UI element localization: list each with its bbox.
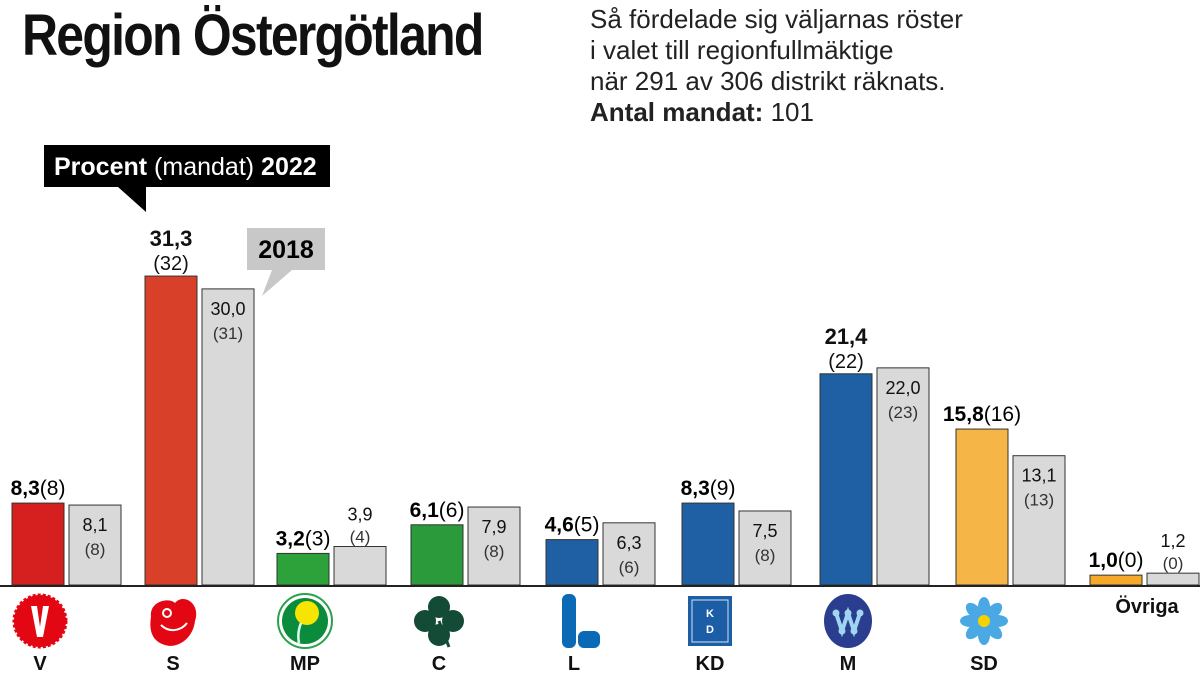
seats-label-2018: (0) (1163, 554, 1184, 573)
bar-2022 (276, 552, 330, 586)
value-label-2018: 6,3 (616, 533, 641, 553)
bar-2022 (410, 524, 464, 586)
bar-2018 (201, 288, 255, 586)
party-group-m: 21,4(22) 22,0 (23) M (819, 324, 930, 675)
party-group-s: 31,3(32) 30,0 (31) S (144, 226, 255, 675)
party-group-l: 4,6(5) 6,3 (6) L (545, 514, 656, 675)
value-label-2022: 1,0(0) (1089, 549, 1144, 572)
value-label-2018: 30,0 (210, 299, 245, 319)
bar-2018 (876, 367, 930, 586)
party-group-kd: 8,3(9) 7,5 (8) KD (681, 477, 792, 675)
seats-label-2018: (6) (619, 558, 640, 577)
category-label: SD (970, 653, 998, 675)
seats-label-2022: (22) (828, 351, 864, 373)
kd-box-icon: KD (688, 596, 732, 646)
s-rose-icon (150, 599, 197, 646)
party-group-v: 8,3(8) 8,1 (8) V (11, 477, 122, 675)
party-group-c: 6,1(6) 7,9 (8) C (410, 499, 521, 675)
legend-current-year: 2022 (261, 153, 317, 181)
legend-current-mid: (mandat) (154, 153, 254, 181)
value-label-2022: 8,3(8) (11, 477, 66, 500)
value-label-2018: 13,1 (1021, 466, 1056, 486)
value-label-2022: 31,3 (150, 226, 193, 251)
value-label-2018: 7,5 (752, 521, 777, 541)
value-label-2018: 7,9 (481, 517, 506, 537)
value-label-2022: 4,6(5) (545, 514, 600, 537)
value-label-2022: 8,3(9) (681, 477, 736, 500)
bar-2018 (1146, 572, 1200, 586)
bar-2022 (545, 539, 599, 586)
m-circle-icon (824, 594, 872, 648)
seats-label-2018: (8) (755, 546, 776, 565)
category-label: MP (290, 653, 320, 675)
value-label-2018: 8,1 (82, 515, 107, 535)
svg-text:D: D (706, 624, 714, 636)
legend-2018-callout: 2018 (247, 228, 325, 296)
bar-2018 (333, 546, 387, 586)
legend-previous-year: 2018 (258, 236, 314, 264)
party-group-sd: 15,8(16) 13,1 (13) SD (943, 403, 1066, 675)
subtitle-line: i valet till regionfullmäktige (590, 35, 894, 65)
sd-flower-icon (960, 597, 1008, 645)
seats-label-2018: (23) (888, 403, 918, 422)
party-group-övriga: 1,0(0) 1,2 (0) Övriga (1089, 531, 1200, 618)
seats-label-2018: (13) (1024, 491, 1054, 510)
seats-label-2018: (4) (350, 528, 371, 547)
seats-label: Antal mandat: (590, 97, 764, 127)
bar-2022 (144, 275, 198, 586)
l-letter-icon (562, 594, 600, 648)
category-label: Övriga (1115, 595, 1179, 618)
value-label-2022: 15,8(16) (943, 403, 1021, 426)
value-label-2022: 3,2(3) (276, 527, 331, 550)
bar-2022 (681, 502, 735, 586)
v-carnation-icon (12, 593, 68, 649)
bar-2022 (819, 373, 873, 586)
bar-2018 (602, 522, 656, 586)
bar-2022 (955, 428, 1009, 586)
c-clover-icon (414, 596, 464, 648)
party-group-mp: 3,2(3) 3,9 (4) MP (276, 505, 387, 675)
bar-2018 (738, 510, 792, 586)
bar-2018 (68, 504, 122, 586)
seats-label-2022: (32) (153, 253, 189, 275)
seats-label-2018: (8) (85, 540, 106, 559)
subtitle-line: Så fördelade sig väljarnas röster (590, 4, 963, 34)
value-label-2022: 6,1(6) (410, 499, 465, 522)
subtitle: Så fördelade sig väljarnas röster i vale… (590, 4, 963, 128)
legend-2022-callout: Procent (mandat) 2022 (44, 145, 330, 212)
bar-2022 (1089, 574, 1143, 586)
value-label-2018: 22,0 (885, 378, 920, 398)
seats-label-2018: (31) (213, 324, 243, 343)
bar-2018 (467, 506, 521, 586)
bar-2022 (11, 502, 65, 586)
legend-current-bold: Procent (54, 153, 148, 181)
category-label: KD (696, 653, 725, 675)
category-label: S (166, 653, 179, 675)
category-label: V (33, 653, 47, 675)
bar-2018 (1012, 455, 1066, 586)
category-label: L (568, 653, 580, 675)
subtitle-line: när 291 av 306 distrikt räknats. (590, 66, 946, 96)
seats-value: 101 (770, 97, 814, 127)
value-label-2018: 3,9 (347, 505, 372, 525)
category-label: C (432, 653, 446, 675)
page-title: Region Östergötland (22, 3, 484, 68)
value-label-2018: 1,2 (1160, 531, 1185, 551)
svg-text:K: K (706, 608, 714, 620)
svg-text:Procent (mandat) 2022: Procent (mandat) 2022 (54, 153, 317, 181)
mp-dandelion-icon (277, 593, 333, 649)
category-label: M (840, 653, 857, 675)
seats-label-2018: (8) (484, 542, 505, 561)
value-label-2022: 21,4 (825, 324, 869, 349)
